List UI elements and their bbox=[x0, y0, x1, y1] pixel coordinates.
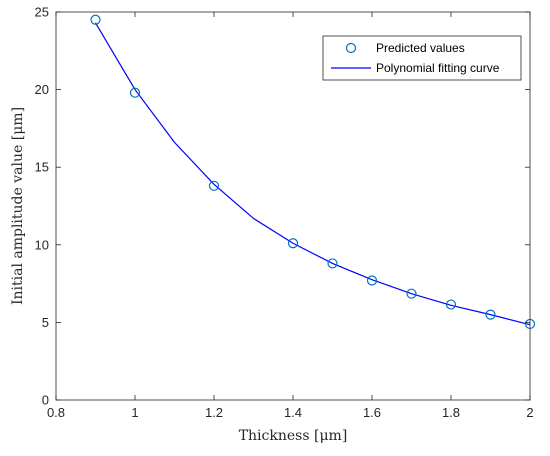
x-axis: 0.8 1 1.2 1.4 1.6 1.8 2 bbox=[47, 12, 534, 420]
y-tick-label: 15 bbox=[35, 160, 49, 175]
data-point bbox=[90, 14, 101, 25]
x-tick-label: 1.6 bbox=[363, 405, 381, 420]
y-tick-label: 20 bbox=[35, 82, 49, 97]
data-point bbox=[327, 258, 338, 269]
data-point bbox=[366, 275, 378, 286]
x-tick-label: 1 bbox=[131, 405, 138, 420]
fitting-curve-line bbox=[94, 22, 531, 326]
legend: Predicted values Polynomial fitting curv… bbox=[322, 35, 522, 81]
y-tick-label: 0 bbox=[42, 393, 49, 408]
data-point bbox=[485, 309, 496, 320]
y-tick-label: 25 bbox=[35, 5, 49, 20]
curve-layer bbox=[94, 22, 531, 326]
marker-layer bbox=[90, 14, 536, 330]
x-tick-label: 1.8 bbox=[442, 405, 460, 420]
data-point bbox=[406, 288, 417, 299]
y-tick-label: 5 bbox=[42, 315, 49, 330]
data-point bbox=[287, 238, 299, 249]
data-point bbox=[208, 180, 220, 191]
y-axis-title: Initial amplitude value [μm] bbox=[10, 107, 26, 305]
legend-marker-icon bbox=[345, 42, 357, 54]
y-axis: 0 5 10 15 20 25 bbox=[35, 5, 530, 408]
legend-label-fitting: Polynomial fitting curve bbox=[376, 61, 500, 75]
data-point bbox=[445, 299, 457, 310]
legend-label-predicted: Predicted values bbox=[376, 41, 465, 55]
data-point bbox=[129, 87, 141, 98]
x-axis-title: Thickness [μm] bbox=[239, 428, 348, 444]
x-tick-label: 0.8 bbox=[47, 405, 65, 420]
x-tick-label: 1.2 bbox=[205, 405, 223, 420]
y-tick-label: 10 bbox=[35, 237, 49, 252]
x-tick-label: 2 bbox=[526, 405, 533, 420]
x-tick-label: 1.4 bbox=[284, 405, 302, 420]
legend-box bbox=[322, 35, 522, 81]
